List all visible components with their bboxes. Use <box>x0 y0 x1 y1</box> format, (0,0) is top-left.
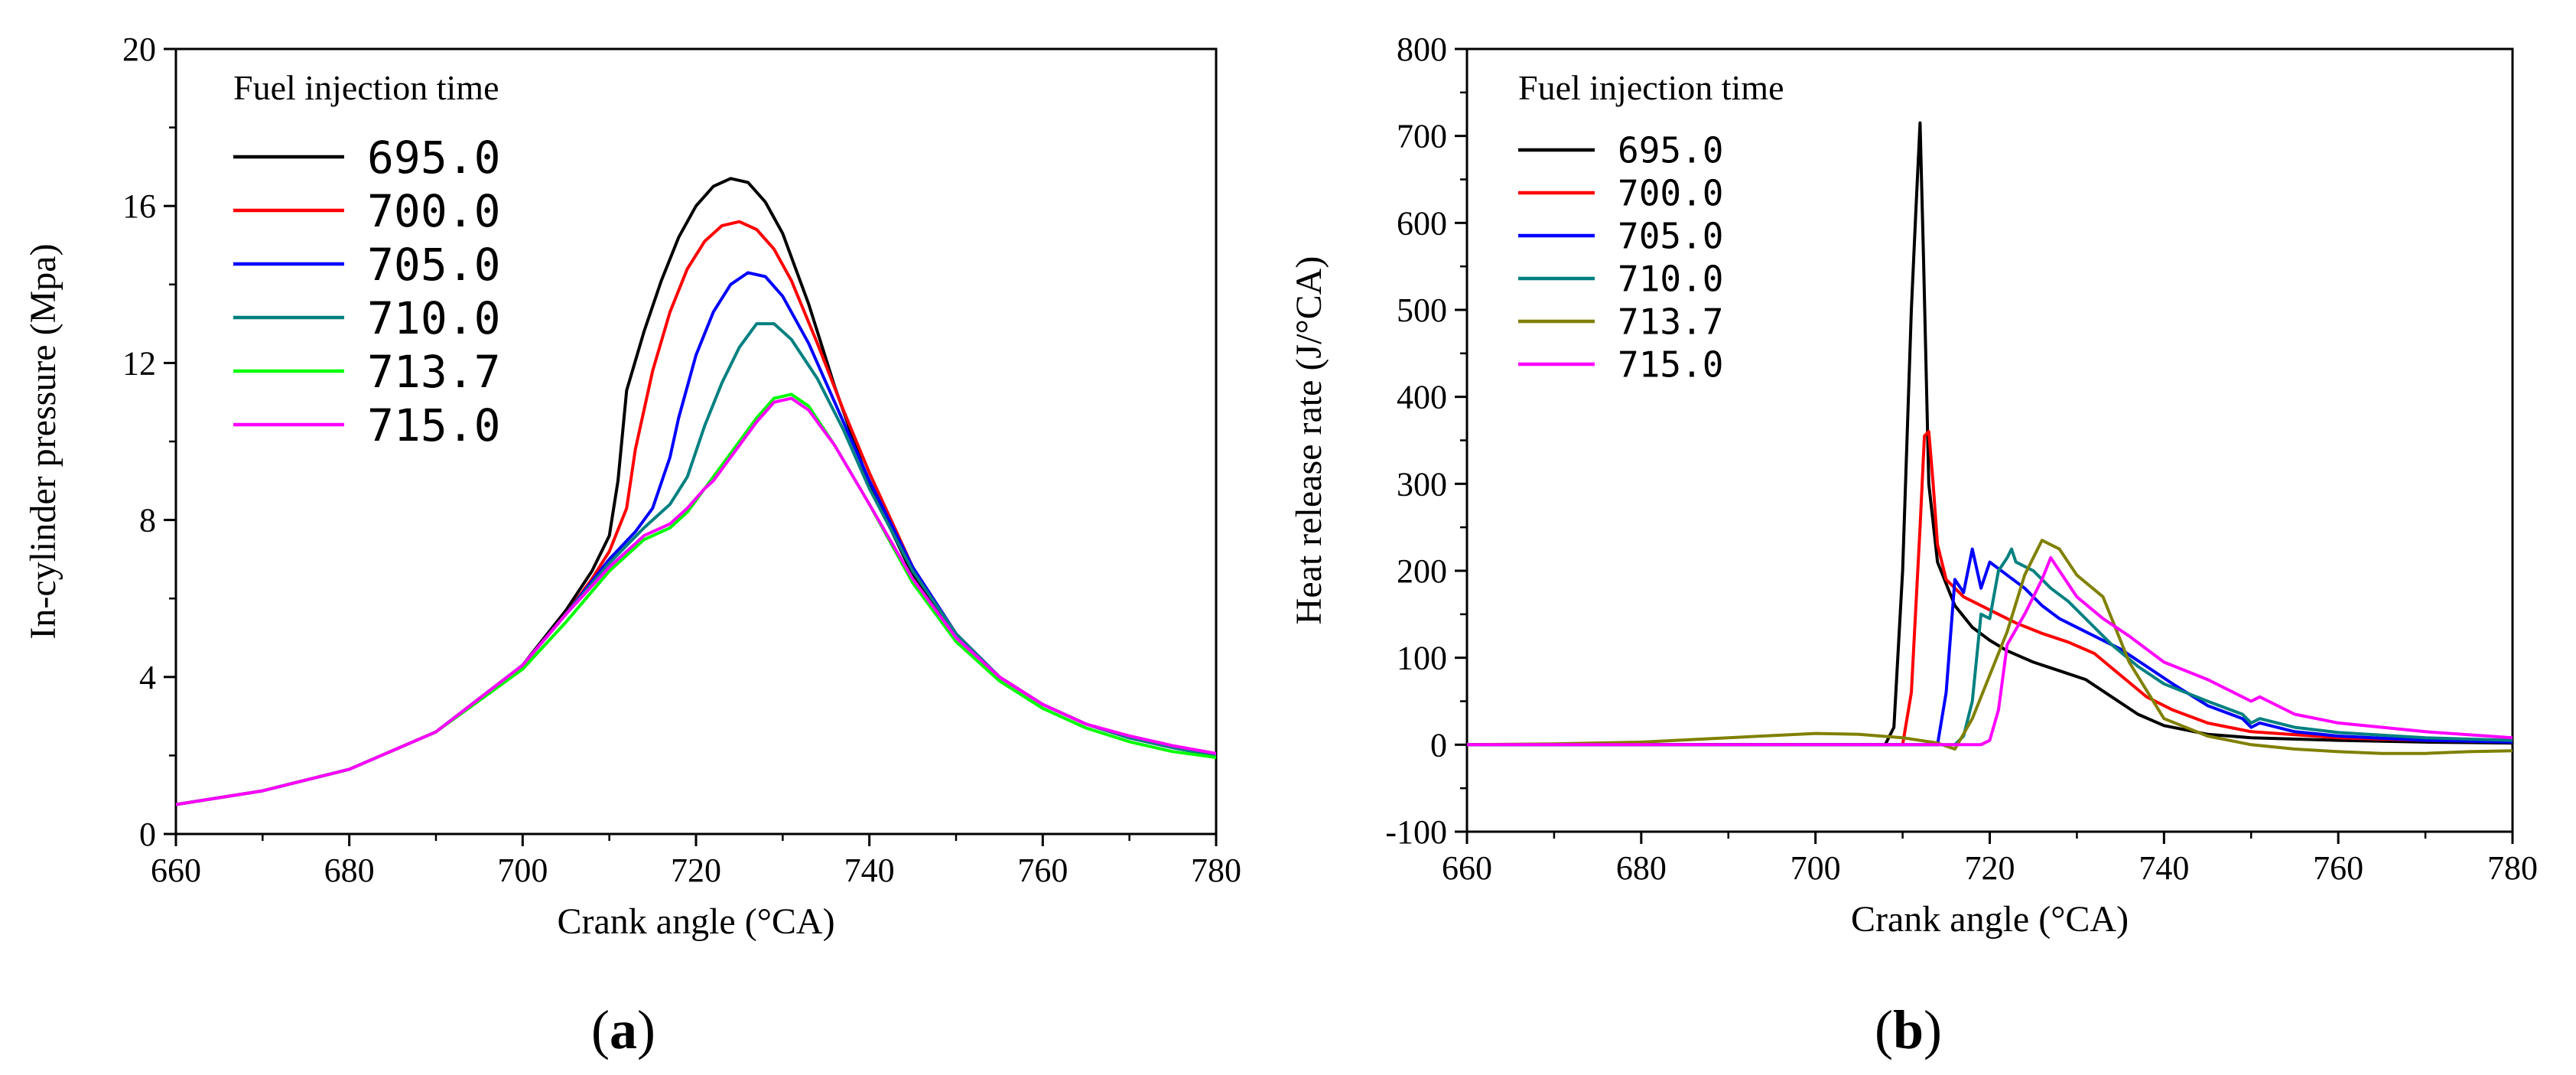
x-tick-label-b: 680 <box>1616 849 1667 887</box>
legend-label-b-2: 705.0 <box>1618 216 1723 257</box>
legend-label-a-1: 700.0 <box>367 185 501 237</box>
series-line-b-5 <box>1467 556 2513 747</box>
y-tick-label-a: 4 <box>139 659 156 696</box>
x-tick-label-b: 740 <box>2139 849 2189 887</box>
y-tick-label-b: 0 <box>1430 726 1447 764</box>
legend-title-b: Fuel injection time <box>1518 68 1784 107</box>
legend-title-a: Fuel injection time <box>233 68 499 107</box>
series-line-a-4 <box>176 393 1216 806</box>
y-tick-label-b: 800 <box>1397 31 1447 68</box>
legend-label-b-4: 713.7 <box>1618 301 1723 343</box>
chart-panel-a: 660 680 700 720 740 760 780 0 4 8 12 16 20 Crank ang… <box>23 31 1241 1060</box>
axis-ticks-b: 660 680 700 720 740 760 780 -100 0 100 200 300 400 50… <box>1385 31 2538 887</box>
legend-label-b-5: 715.0 <box>1618 344 1723 386</box>
series-lines-a <box>176 177 1216 806</box>
x-tick-label-a: 740 <box>844 852 895 889</box>
x-tick-label-b: 780 <box>2487 849 2538 887</box>
y-tick-label-b: 500 <box>1397 292 1447 329</box>
y-tick-label-b: 600 <box>1397 204 1447 242</box>
y-axis-label-b: Heat release rate (J/°CA) <box>1289 256 1329 625</box>
x-tick-label-a: 700 <box>497 852 548 889</box>
y-tick-label-b: -100 <box>1385 813 1447 851</box>
legend-label-a-0: 695.0 <box>367 132 501 184</box>
y-tick-label-b: 200 <box>1397 552 1447 590</box>
series-line-b-0 <box>1467 121 2513 747</box>
y-tick-label-b: 300 <box>1397 465 1447 503</box>
chart-panel-b: 660 680 700 720 740 760 780 -100 0 100 200 300 400 50… <box>1289 31 2538 1060</box>
series-line-b-3 <box>1467 547 2513 747</box>
x-tick-label-a: 780 <box>1191 852 1241 889</box>
legend-label-a-4: 713.7 <box>367 346 501 398</box>
x-axis-label-b: Crank angle (°CA) <box>1851 899 2129 940</box>
x-axis-label-a: Crank angle (°CA) <box>557 901 834 942</box>
series-lines-b <box>1467 121 2513 755</box>
x-tick-label-b: 760 <box>2313 849 2363 887</box>
x-tick-label-a: 680 <box>324 852 375 889</box>
y-tick-label-a: 16 <box>122 187 156 225</box>
series-line-b-4 <box>1467 539 2513 755</box>
y-tick-label-b: 400 <box>1397 379 1447 416</box>
x-tick-label-a: 720 <box>671 852 721 889</box>
series-line-b-2 <box>1467 547 2513 747</box>
x-tick-label-b: 700 <box>1791 849 1841 887</box>
legend-label-a-3: 710.0 <box>367 292 501 344</box>
panel-label-text-b: b <box>1893 999 1924 1060</box>
axis-ticks-a: 660 680 700 720 740 760 780 0 4 8 12 16 20 <box>122 31 1241 889</box>
series-line-a-5 <box>176 396 1216 806</box>
panel-label-b: (b) <box>1875 999 1942 1060</box>
y-tick-label-a: 0 <box>139 816 156 853</box>
y-axis-label-a: In-cylinder pressure (Mpa) <box>23 243 63 639</box>
y-tick-label-b: 700 <box>1397 118 1447 155</box>
y-tick-label-b: 100 <box>1397 640 1447 677</box>
y-tick-label-a: 8 <box>139 502 156 539</box>
legend-label-b-0: 695.0 <box>1618 130 1723 171</box>
series-line-b-1 <box>1467 430 2513 747</box>
y-tick-label-a: 12 <box>122 344 156 382</box>
legend-label-a-2: 705.0 <box>367 239 501 291</box>
x-tick-label-a: 760 <box>1017 852 1068 889</box>
x-tick-label-b: 720 <box>1965 849 2015 887</box>
legend-label-b-1: 700.0 <box>1618 173 1723 214</box>
x-tick-label-a: 660 <box>151 852 201 889</box>
y-tick-label-a: 20 <box>122 31 156 68</box>
x-tick-label-b: 660 <box>1442 849 1492 887</box>
legend-label-b-3: 710.0 <box>1618 259 1723 300</box>
panel-label-a: (a) <box>591 999 655 1060</box>
panel-label-text-a: a <box>610 999 637 1060</box>
legend-label-a-5: 715.0 <box>367 399 501 451</box>
